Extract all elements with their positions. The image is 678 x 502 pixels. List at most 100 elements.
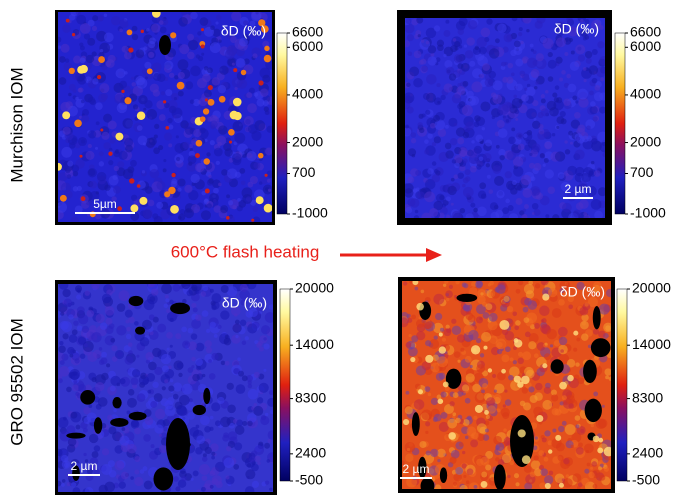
texture	[477, 433, 485, 442]
texture	[240, 299, 247, 306]
texture	[244, 336, 249, 341]
texture	[495, 445, 500, 450]
texture	[479, 73, 485, 79]
texture	[206, 152, 211, 157]
texture	[178, 213, 186, 221]
texture	[130, 159, 137, 167]
texture	[563, 98, 571, 106]
texture	[192, 373, 200, 382]
texture	[199, 17, 209, 26]
hot-spot	[263, 54, 272, 63]
texture	[183, 208, 194, 219]
texture	[164, 294, 169, 299]
texture	[204, 425, 211, 433]
texture	[453, 122, 458, 127]
texture	[558, 336, 568, 346]
hot-spot	[126, 29, 133, 36]
texture	[142, 319, 152, 330]
texture	[80, 99, 85, 104]
texture	[430, 52, 435, 57]
texture	[151, 62, 162, 73]
texture	[111, 196, 117, 202]
texture	[192, 307, 198, 313]
texture	[511, 72, 515, 77]
texture	[433, 335, 438, 340]
texture	[212, 199, 217, 203]
texture	[154, 408, 166, 420]
texture	[436, 394, 442, 400]
texture	[479, 353, 485, 358]
texture	[494, 38, 500, 44]
texture	[245, 469, 256, 480]
texture	[191, 319, 201, 329]
texture	[111, 15, 121, 26]
texture	[546, 328, 557, 340]
texture	[472, 383, 481, 393]
texture	[121, 427, 126, 431]
texture	[66, 482, 71, 487]
texture	[541, 318, 547, 324]
texture	[564, 51, 569, 56]
texture	[108, 175, 119, 186]
colorbar-tick-label: 14000	[295, 336, 334, 352]
hot-spot	[548, 449, 553, 454]
texture	[209, 484, 214, 489]
colorbar-tick-label: 6000	[292, 38, 323, 54]
texture	[442, 283, 447, 288]
texture	[561, 27, 566, 32]
texture	[525, 86, 536, 97]
hot-spot	[417, 389, 424, 395]
texture	[598, 330, 606, 338]
texture	[474, 392, 486, 404]
hot-spot	[437, 398, 444, 405]
texture	[424, 191, 436, 203]
texture	[433, 413, 442, 422]
hot-spot	[139, 196, 148, 205]
texture	[402, 317, 409, 328]
texture	[174, 190, 180, 196]
texture	[478, 156, 484, 161]
texture	[435, 57, 441, 63]
texture	[252, 206, 259, 212]
texture	[70, 481, 77, 488]
texture	[212, 28, 221, 37]
hot-spot	[536, 414, 544, 422]
texture	[234, 132, 246, 144]
texture	[58, 480, 62, 487]
texture	[505, 346, 511, 353]
texture	[230, 306, 241, 316]
colorbar-tick-label: -500	[295, 472, 323, 488]
texture	[465, 213, 474, 218]
texture	[434, 119, 446, 131]
texture	[544, 169, 554, 179]
texture	[523, 465, 532, 473]
texture	[251, 480, 260, 488]
texture	[548, 470, 554, 476]
texture	[425, 109, 431, 115]
colorbar-tick-label: -1000	[292, 205, 328, 221]
texture	[179, 44, 190, 55]
texture	[112, 431, 122, 442]
texture	[195, 358, 203, 366]
hot-spot	[226, 216, 230, 220]
texture	[187, 367, 194, 373]
texture	[480, 27, 491, 38]
texture	[547, 76, 554, 82]
texture	[469, 95, 480, 106]
texture	[443, 83, 453, 93]
texture	[203, 89, 212, 98]
texture	[105, 325, 114, 335]
texture	[209, 42, 221, 54]
texture	[444, 281, 449, 284]
texture	[136, 354, 140, 358]
texture	[514, 146, 519, 151]
texture	[404, 406, 413, 415]
texture	[540, 468, 549, 476]
texture	[568, 304, 574, 310]
texture	[565, 172, 569, 176]
texture	[78, 314, 89, 325]
texture	[464, 435, 469, 440]
texture	[421, 113, 426, 118]
texture	[539, 482, 546, 489]
